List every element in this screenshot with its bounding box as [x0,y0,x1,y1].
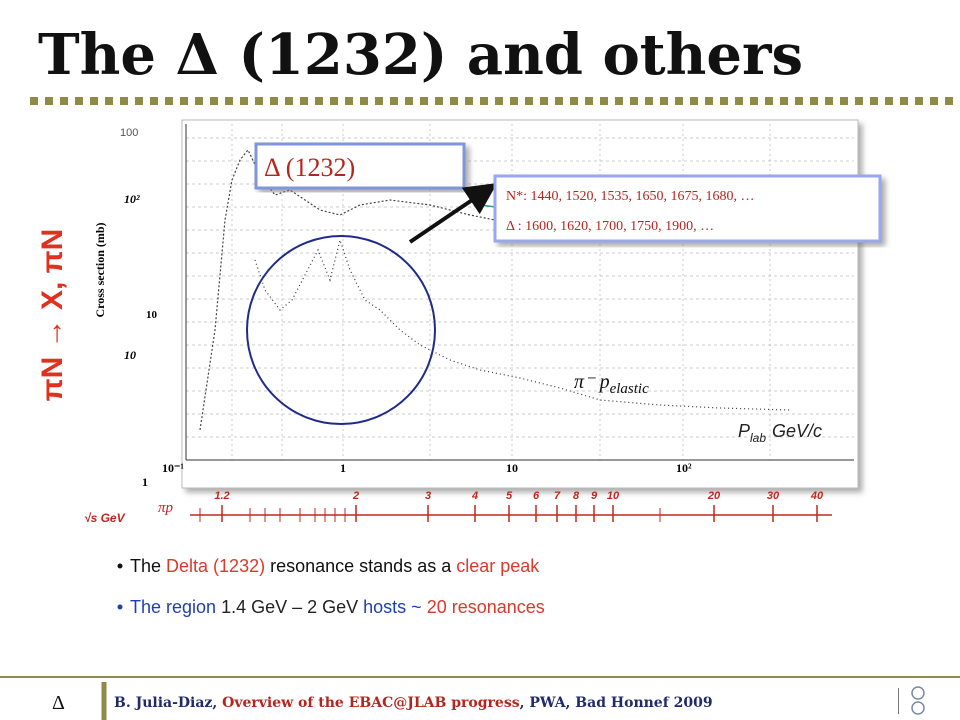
side-label: πN → X, πN [36,229,69,402]
bullet-segment: The [130,556,166,576]
x-axis-symbol: P [738,421,750,441]
curve-label-subscript: elastic [610,381,649,397]
sqrt-s-tick-label: 5 [506,490,513,502]
sqrt-s-tick-label: 1.2 [214,490,229,502]
y-tick-label: 10² [124,192,140,206]
bullet-dot [117,604,123,610]
x-tick-label: 1 [340,461,346,475]
sqrt-s-tick-label: 3 [425,490,431,502]
highlight-circle [246,235,436,425]
footer-author: B. Julia-Diaz, [114,695,222,711]
footer-event: , PWA, Bad Honnef 2009 [520,695,713,711]
sqrt-s-tick-label: 2 [352,490,359,502]
corner-label: 100 [120,127,138,139]
footer-symbol: Δ [52,692,65,714]
y-axis-label: Cross section (mb) [93,222,107,317]
sqrt-s-tick-label: 20 [707,490,721,502]
bullet-segment: Delta (1232) [166,556,265,576]
bullet-segment: 1.4 GeV – 2 GeV [221,597,358,617]
sqrt-s-ticks: 1.2 2 3 4 5 6 7 8 9 10 20 30 40 [199,490,824,522]
x-tick-label: 10² [676,461,692,475]
sqrt-s-tick-label: 7 [554,490,561,502]
y-tick-label: 1 [142,475,148,489]
bullet-segment: clear peak [456,556,540,576]
sqrt-s-tick-label: 30 [767,490,780,502]
x-axis-label: Plab GeV/c [738,421,822,445]
sqrt-s-tick-label: 40 [810,490,824,502]
bullet-dot [117,563,123,569]
bullet-segment: resonance stands as a [265,556,456,576]
resonance-box [493,174,882,243]
x-tick-label: 10⁻¹ [162,461,184,475]
sqrt-s-tick-label: 6 [533,490,540,502]
footer-text: B. Julia-Diaz, Overview of the EBAC@JLAB… [114,695,713,711]
callout-text: Δ (1232) [264,153,355,182]
sqrt-s-reaction: πp [158,500,174,516]
callout-arrow [408,183,498,244]
y-tick-label: 10 [124,348,136,362]
bullet-segment: 20 resonances [427,597,545,617]
sqrt-s-tick-label: 4 [471,490,478,502]
y-tick-label: 10 [146,309,158,321]
bullet: The Delta (1232) resonance stands as a c… [130,556,540,576]
sqrt-s-tick-label: 10 [607,490,620,502]
resonance-line: Δ : 1600, 1620, 1700, 1750, 1900, … [506,219,714,234]
sqrt-s-label: √s GeV [84,511,126,525]
x-axis-subscript: lab [750,431,766,445]
footer-logo [898,686,925,715]
resonance-line: N*: 1440, 1520, 1535, 1650, 1675, 1680, … [506,189,755,204]
callout-box [254,142,466,190]
curve-label-text: π⁻ p [574,371,610,393]
bullet: The region 1.4 GeV – 2 GeV hosts ~ 20 re… [130,597,545,617]
bullet-segment: The region [130,597,221,617]
x-axis-unit: GeV/c [772,421,822,441]
sqrt-s-tick-label: 9 [591,490,598,502]
curve-label: π⁻ pelastic [574,371,649,397]
bullet-segment: hosts ~ [358,597,427,617]
x-tick-label: 10 [506,461,518,475]
footer-talk: Overview of the EBAC@JLAB progress [222,695,520,711]
slide-title: The Δ (1232) and others [38,22,803,88]
sqrt-s-tick-label: 8 [573,490,580,502]
